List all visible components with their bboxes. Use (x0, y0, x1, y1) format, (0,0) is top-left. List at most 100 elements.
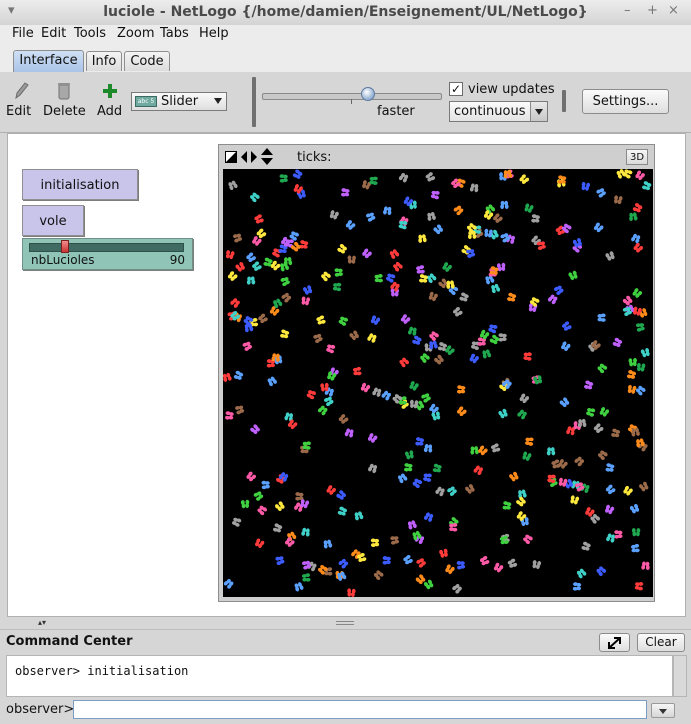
command-input[interactable] (73, 700, 647, 719)
firefly-turtle (301, 296, 311, 306)
firefly-turtle (385, 273, 396, 283)
firefly-turtle (368, 463, 378, 474)
firefly-turtle (634, 582, 644, 591)
nblucioles-slider[interactable]: nbLucioles 90 (22, 238, 193, 270)
firefly-turtle (491, 283, 501, 294)
firefly-turtle (240, 499, 250, 509)
3d-view-button[interactable]: 3D (626, 149, 648, 165)
firefly-turtle (525, 437, 534, 446)
firefly-turtle (275, 556, 285, 566)
clear-button[interactable]: Clear (637, 633, 685, 652)
tab-info[interactable]: Info (86, 51, 122, 71)
add-tool[interactable]: Add (97, 82, 127, 120)
detach-button[interactable] (599, 633, 630, 652)
menu-tabs[interactable]: Tabs (160, 26, 189, 41)
firefly-turtle (255, 538, 265, 549)
firefly-turtle (235, 262, 245, 272)
collapse-arrows-icon[interactable]: ▴▾ (38, 618, 47, 627)
firefly-turtle (629, 503, 640, 514)
firefly-turtle (433, 224, 443, 235)
menu-tools[interactable]: Tools (74, 26, 107, 41)
command-history-button[interactable] (651, 703, 675, 718)
firefly-turtle (442, 262, 452, 272)
widget-type-select[interactable]: abc 5 Slider (131, 92, 227, 111)
firefly-turtle (404, 463, 413, 472)
edit-tool[interactable]: Edit (6, 82, 36, 120)
firefly-turtle (275, 501, 285, 512)
firefly-turtle (490, 443, 501, 453)
tab-code[interactable]: Code (124, 51, 170, 71)
command-center-title: Command Center (6, 634, 133, 649)
splitter[interactable]: ▴▾ (0, 617, 691, 630)
horizontal-resize-icon[interactable] (241, 151, 257, 163)
speed-slider-tick (351, 99, 352, 104)
vertical-resize-icon[interactable] (261, 148, 273, 165)
firefly-turtle (641, 561, 650, 570)
firefly-turtle (439, 548, 448, 558)
firefly-turtle (323, 539, 333, 549)
firefly-turtle (561, 341, 571, 352)
firefly-turtle (403, 554, 413, 565)
window-menu-icon[interactable]: ▾ (8, 3, 15, 18)
slider-value: 90 (169, 253, 185, 267)
firefly-turtle (590, 514, 600, 524)
delete-tool[interactable]: Delete (43, 82, 88, 120)
firefly-turtle (272, 523, 283, 533)
firefly-turtle (302, 441, 311, 450)
firefly-turtle (287, 419, 298, 430)
minimize-icon[interactable]: – (624, 3, 631, 18)
command-output-scrollbar[interactable] (673, 655, 687, 697)
menu-edit[interactable]: Edit (41, 26, 67, 41)
toolbar-separator (252, 77, 256, 127)
tab-strip: Interface Info Code (0, 45, 691, 73)
menu-file[interactable]: File (12, 26, 34, 41)
firefly-turtle (337, 244, 347, 254)
toolbar: Edit Delete Add abc 5 Slider faster ✓ vi… (0, 72, 691, 133)
firefly-turtle (382, 556, 391, 565)
menu-help[interactable]: Help (199, 26, 229, 41)
menu-zoom[interactable]: Zoom (117, 26, 155, 41)
firefly-turtle (599, 407, 610, 417)
firefly-turtle (349, 330, 359, 341)
view-updates-checkbox[interactable]: ✓ (449, 82, 463, 96)
firefly-turtle (635, 170, 645, 181)
world-canvas[interactable] (223, 169, 653, 597)
chevron-down-icon (659, 709, 667, 714)
firefly-turtle (437, 342, 448, 351)
firefly-turtle (580, 483, 590, 493)
firefly-turtle (432, 463, 442, 473)
firefly-turtle (345, 220, 356, 230)
menu-bar: File Edit Tools Zoom Tabs Help (0, 25, 691, 45)
maximize-icon[interactable]: + (647, 3, 658, 18)
close-icon[interactable]: × (668, 3, 679, 18)
firefly-turtle (500, 200, 509, 210)
chevron-down-icon (535, 109, 543, 115)
firefly-turtle (605, 484, 616, 495)
initialisation-button[interactable]: initialisation (22, 169, 138, 200)
firefly-turtle (482, 349, 492, 359)
speed-slider-track[interactable] (262, 93, 442, 100)
patch-size-icon[interactable] (225, 151, 237, 163)
firefly-turtle (632, 203, 643, 213)
firefly-turtle (235, 405, 245, 415)
firefly-turtle (230, 298, 240, 308)
vole-button[interactable]: vole (22, 205, 84, 236)
splitter-grip[interactable] (336, 621, 354, 625)
firefly-turtle (263, 257, 273, 267)
slider-track[interactable] (29, 243, 184, 252)
speed-slider-thumb[interactable] (361, 87, 375, 101)
firefly-turtle (283, 256, 293, 266)
firefly-turtle (561, 321, 572, 331)
firefly-turtle (632, 288, 643, 298)
tab-interface[interactable]: Interface (13, 50, 84, 72)
settings-button[interactable]: Settings... (582, 89, 669, 114)
firefly-turtle (390, 281, 400, 292)
update-mode-select[interactable]: continuous (449, 101, 548, 122)
slider-handle[interactable] (61, 240, 70, 253)
firefly-turtle (470, 446, 479, 455)
firefly-turtle (581, 541, 591, 551)
firefly-turtle (242, 341, 252, 351)
firefly-turtle (389, 249, 400, 259)
firefly-turtle (407, 326, 417, 336)
firefly-turtle (557, 175, 567, 184)
